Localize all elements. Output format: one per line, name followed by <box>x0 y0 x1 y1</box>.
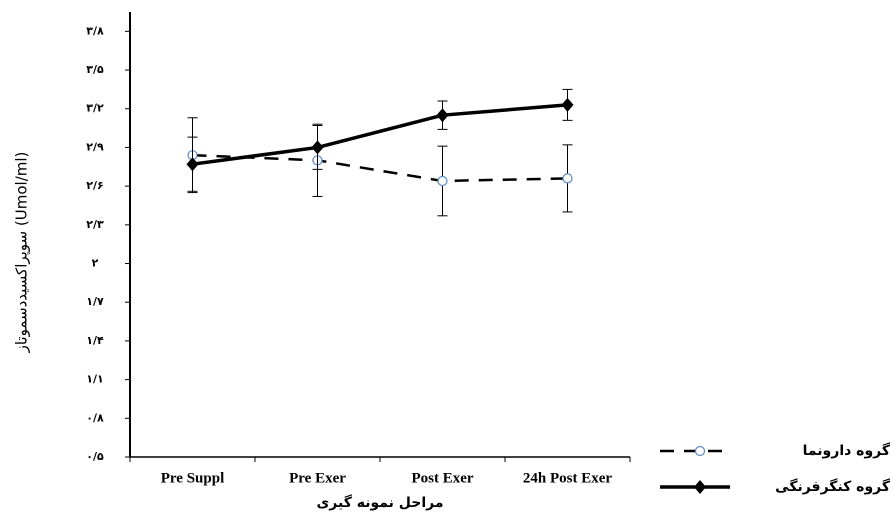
y-tick-label: ۳/۵ <box>86 63 104 76</box>
point <box>437 175 448 187</box>
x-axis-title: مراحل نمونه گیری <box>316 494 443 511</box>
y-tick-label: ۲/۳ <box>86 218 104 231</box>
x-tick-label: 24h Post Exer <box>523 470 613 486</box>
x-tick-label: Pre Suppl <box>161 470 225 486</box>
y-tick-label: ۳/۲ <box>86 102 104 115</box>
legend-marker <box>694 445 706 457</box>
y-tick-label: ۰/۸ <box>86 411 104 424</box>
x-tick-label: Post Exer <box>411 470 473 486</box>
y-tick-label: ۱/۷ <box>86 295 104 308</box>
y-tick-label: ۰/۵ <box>86 450 104 463</box>
y-axis-title: سوپراکسیددسموتاز (Umol/ml) <box>13 152 32 354</box>
point <box>311 140 324 155</box>
y-tick-label: ۳/۸ <box>86 24 104 37</box>
y-tick-label: ۲/۶ <box>86 179 103 192</box>
legend-label: گروه کنگرفرنگی <box>775 478 891 495</box>
y-tick-label: ۱/۴ <box>86 334 104 347</box>
series-line <box>192 153 568 183</box>
point <box>561 97 574 112</box>
y-tick-label: ۱/۱ <box>86 373 103 386</box>
point <box>186 157 199 172</box>
legend-label: گروه دارونما <box>803 442 891 459</box>
y-tick-label: ۲/۹ <box>86 140 104 153</box>
x-tick-label: Pre Exer <box>289 470 346 486</box>
legend-marker <box>694 480 706 494</box>
y-tick-label: ۲ <box>92 257 99 270</box>
point <box>562 173 573 184</box>
series-line <box>192 103 568 166</box>
point <box>436 108 449 123</box>
